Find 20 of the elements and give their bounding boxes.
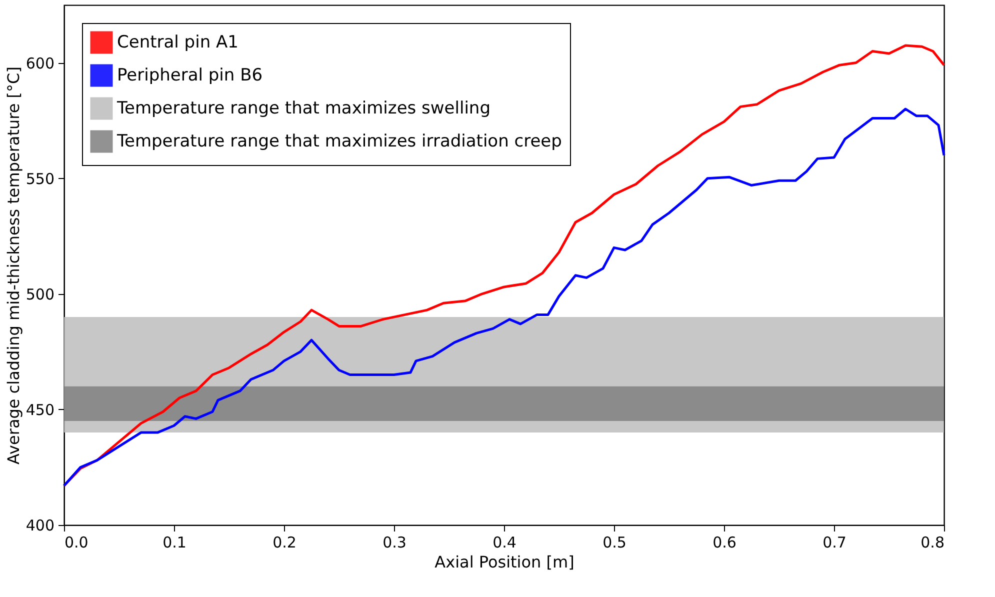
x-tick-label: 0.5	[602, 534, 626, 552]
x-tick-label: 0.1	[162, 534, 186, 552]
x-tick-label: 0.4	[492, 534, 516, 552]
legend-label: Central pin A1	[117, 32, 238, 52]
x-tick-label: 0.6	[712, 534, 736, 552]
x-tick-label: 0.7	[822, 534, 846, 552]
x-axis-title: Axial Position [m]	[434, 552, 574, 572]
y-tick-label: 550	[26, 170, 54, 188]
y-axis-title: Average cladding mid-thickness temperature [°C]	[4, 66, 23, 464]
y-tick-label: 450	[26, 400, 54, 419]
legend-label: Temperature range that maximizes irradiation creep	[116, 132, 562, 152]
x-tick-label: 0.8	[920, 534, 944, 552]
x-tick-label: 0.2	[272, 534, 296, 552]
legend-label: Temperature range that maximizes swelling	[116, 98, 490, 118]
y-tick-label: 600	[26, 54, 54, 72]
x-tick-label: 0.0	[64, 534, 88, 552]
y-tick-label: 400	[26, 516, 54, 534]
y-tick-label: 500	[26, 285, 54, 304]
x-tick-label: 0.3	[382, 534, 406, 552]
legend-label: Peripheral pin B6	[117, 66, 263, 86]
